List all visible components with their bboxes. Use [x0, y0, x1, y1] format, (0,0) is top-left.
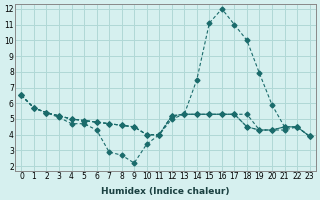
X-axis label: Humidex (Indice chaleur): Humidex (Indice chaleur)	[101, 187, 230, 196]
